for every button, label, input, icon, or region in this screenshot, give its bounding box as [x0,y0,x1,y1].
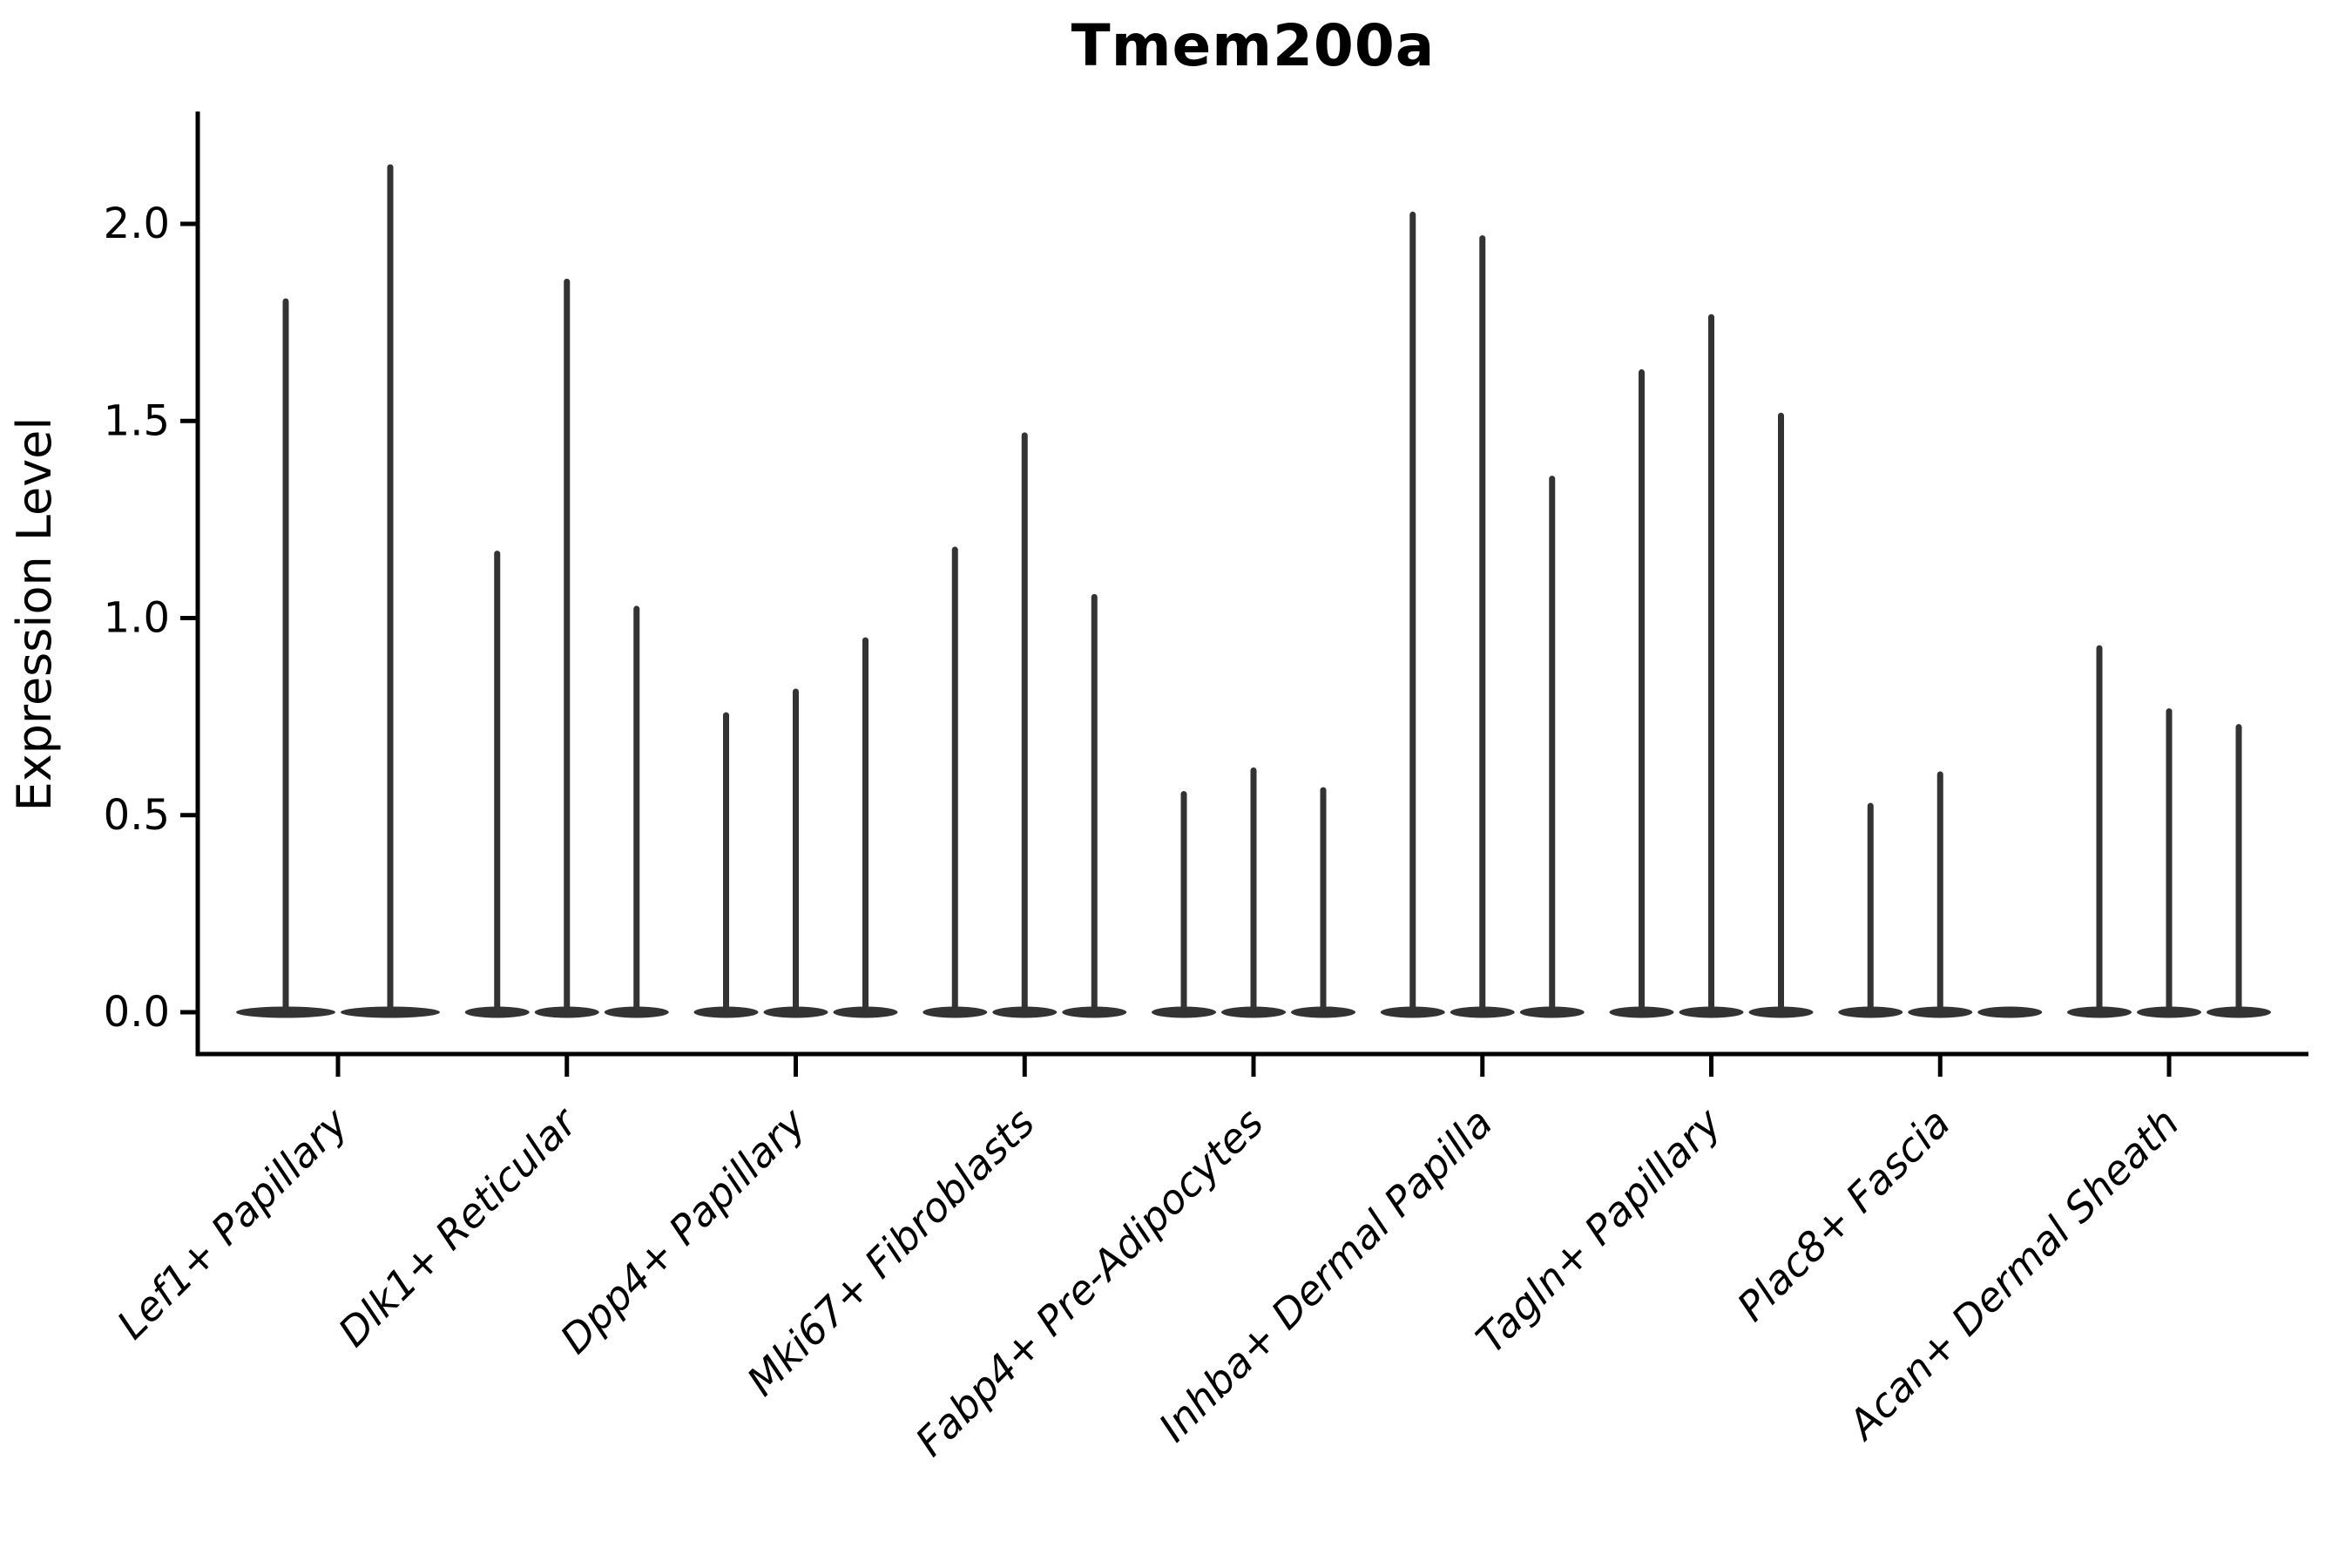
y-axis-tick-label: 0.0 [104,988,170,1037]
y-axis-title: Expression Level [7,417,62,812]
y-axis-tick-label: 0.5 [104,791,170,840]
x-axis-tick-label: Tagln+ Papillary [1467,1098,1731,1362]
chart-title: Tmem200a [1071,12,1436,79]
y-axis-tick-label: 1.5 [104,396,170,445]
x-axis-tick-label: Lef1+ Papillary [108,1098,357,1348]
x-axis-tick-label: Dlk1+ Reticular [329,1097,588,1355]
y-axis-tick-label: 2.0 [104,199,170,248]
x-axis-tick-label: Plac8+ Fascia [1728,1099,1959,1330]
x-axis-tick-label: Dpp4+ Papillary [551,1098,815,1362]
violin-base [1977,1006,2043,1018]
y-axis-tick-label: 1.0 [104,594,170,643]
